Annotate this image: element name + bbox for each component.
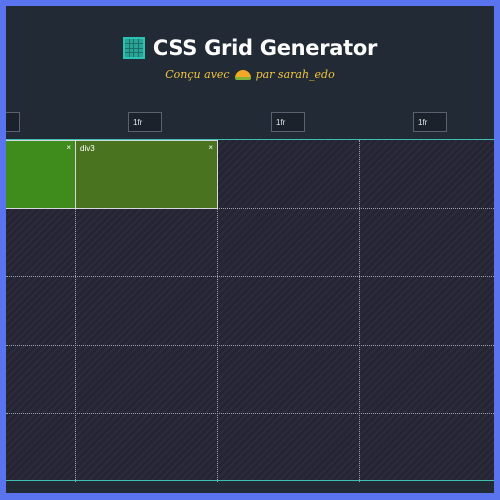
- grid-item-div2[interactable]: ×: [6, 140, 76, 209]
- column-input-1[interactable]: 1fr: [128, 112, 162, 132]
- title-row: CSS Grid Generator: [6, 36, 494, 60]
- header: CSS Grid Generator Conçu avec par sarah_…: [6, 6, 494, 136]
- subtitle: Conçu avec par sarah_edo: [6, 68, 494, 81]
- grid-icon: [123, 37, 145, 59]
- grid-row-line: [6, 345, 494, 346]
- column-input-0[interactable]: [6, 112, 20, 132]
- grid-item-div3[interactable]: div3 ×: [75, 140, 218, 209]
- subtitle-suffix: par sarah_edo: [256, 68, 335, 81]
- taco-icon: [235, 70, 251, 80]
- grid-row-line: [6, 276, 494, 277]
- column-input-2[interactable]: 1fr: [271, 112, 305, 132]
- page-title: CSS Grid Generator: [153, 36, 377, 60]
- grid-column-line: [359, 140, 360, 482]
- close-icon[interactable]: ×: [66, 143, 71, 152]
- app-frame: CSS Grid Generator Conçu avec par sarah_…: [6, 6, 494, 493]
- bottom-bar: [6, 482, 494, 493]
- column-input-3[interactable]: 1fr: [413, 112, 447, 132]
- grid-item-label: div3: [80, 144, 95, 153]
- grid-row-line: [6, 413, 494, 414]
- subtitle-prefix: Conçu avec: [165, 68, 229, 81]
- close-icon[interactable]: ×: [208, 143, 213, 152]
- grid-area[interactable]: × div3 ×: [6, 139, 494, 481]
